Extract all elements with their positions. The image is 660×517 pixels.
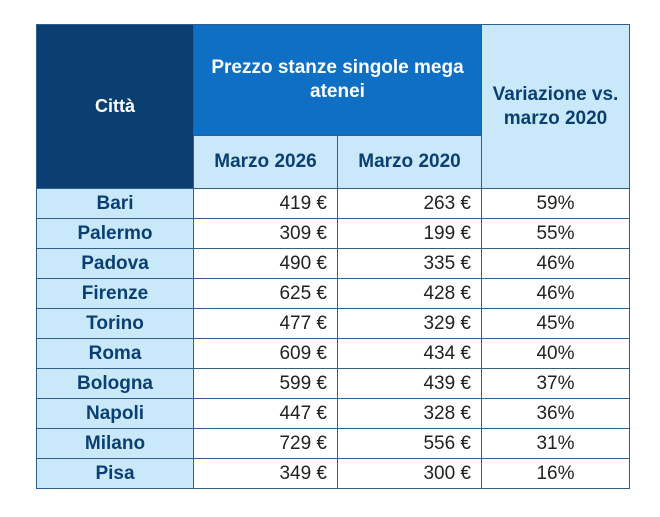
table-row: Torino 477 €329 €45% <box>36 308 630 339</box>
price-2020-cell: 300 € <box>337 458 482 489</box>
price-2026-cell: 609 € <box>193 338 338 369</box>
table-row: Bologna 599 €439 €37% <box>36 368 630 399</box>
price-2020-cell: 199 € <box>337 218 482 249</box>
price-2026-cell: 625 € <box>193 278 338 309</box>
table-row: Firenze 625 €428 €46% <box>36 278 630 309</box>
city-cell: Padova <box>36 248 194 279</box>
variation-cell: 55% <box>481 218 630 249</box>
variation-cell: 59% <box>481 188 630 219</box>
price-2020-cell: 434 € <box>337 338 482 369</box>
header-city: Città <box>36 24 194 189</box>
city-cell: Firenze <box>36 278 194 309</box>
city-cell: Pisa <box>36 458 194 489</box>
price-2020-cell: 263 € <box>337 188 482 219</box>
price-2026-cell: 447 € <box>193 398 338 429</box>
table-row: Palermo 309 €199 €55% <box>36 218 630 249</box>
table-row: Napoli 447 €328 €36% <box>36 398 630 429</box>
price-2020-cell: 439 € <box>337 368 482 399</box>
city-cell: Napoli <box>36 398 194 429</box>
header-row-sub: Marzo 2026 Marzo 2020 <box>37 135 630 189</box>
city-cell: Torino <box>36 308 194 339</box>
table-row: Roma 609 €434 €40% <box>36 338 630 369</box>
price-2026-cell: 419 € <box>193 188 338 219</box>
city-cell: Milano <box>36 428 194 459</box>
header-march-2020: Marzo 2020 <box>337 135 482 189</box>
city-cell: Bologna <box>36 368 194 399</box>
variation-cell: 40% <box>481 338 630 369</box>
header-row-top: Città Prezzo stanze singole mega atenei … <box>36 24 630 189</box>
table-row: Bari 419 €263 €59% <box>36 188 630 219</box>
price-2020-cell: 335 € <box>337 248 482 279</box>
table-body: Bari 419 €263 €59% Palermo 309 €199 €55% Pad… <box>36 188 630 489</box>
price-2026-cell: 599 € <box>193 368 338 399</box>
price-2020-cell: 329 € <box>337 308 482 339</box>
price-2020-cell: 428 € <box>337 278 482 309</box>
variation-cell: 46% <box>481 278 630 309</box>
variation-cell: 31% <box>481 428 630 459</box>
header-price-group: Prezzo stanze singole mega atenei <box>193 24 482 136</box>
city-cell: Bari <box>36 188 194 219</box>
header-march-2026: Marzo 2026 <box>193 135 338 189</box>
price-2026-cell: 729 € <box>193 428 338 459</box>
variation-cell: 46% <box>481 248 630 279</box>
variation-cell: 45% <box>481 308 630 339</box>
table-row: Padova 490 €335 €46% <box>36 248 630 279</box>
header-variation: Variazione vs. marzo 2020 <box>481 24 630 189</box>
price-2026-cell: 490 € <box>193 248 338 279</box>
city-cell: Roma <box>36 338 194 369</box>
price-2026-cell: 477 € <box>193 308 338 339</box>
table-row: Pisa 349 €300 €16% <box>36 458 630 489</box>
table-row: Milano 729 €556 €31% <box>36 428 630 459</box>
variation-cell: 37% <box>481 368 630 399</box>
city-cell: Palermo <box>36 218 194 249</box>
price-2026-cell: 309 € <box>193 218 338 249</box>
price-table: Città Prezzo stanze singole mega atenei … <box>36 24 630 489</box>
variation-cell: 16% <box>481 458 630 489</box>
price-2020-cell: 556 € <box>337 428 482 459</box>
variation-cell: 36% <box>481 398 630 429</box>
price-2020-cell: 328 € <box>337 398 482 429</box>
price-2026-cell: 349 € <box>193 458 338 489</box>
